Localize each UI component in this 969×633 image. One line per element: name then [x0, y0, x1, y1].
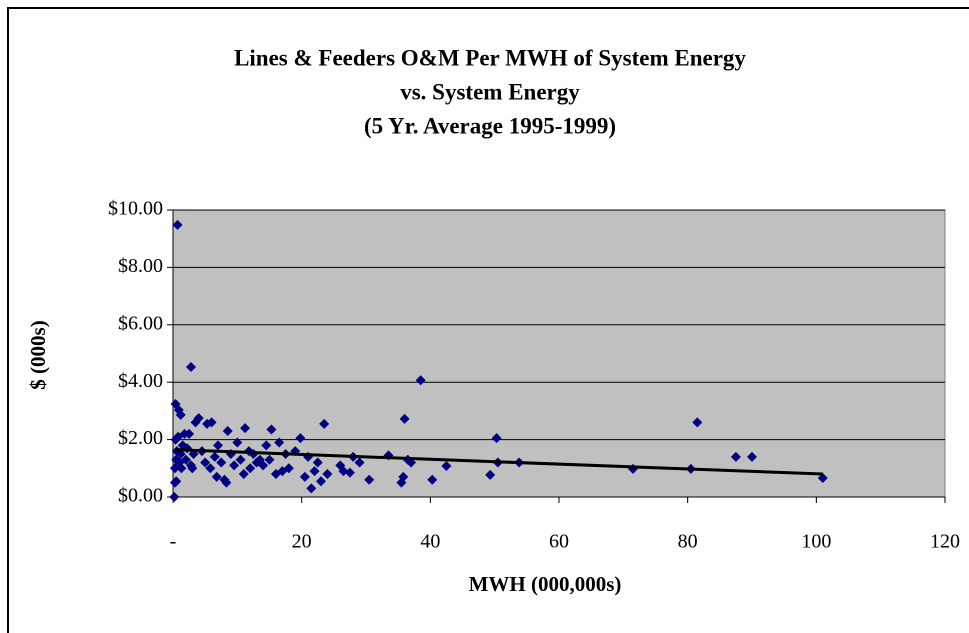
data-point: [169, 492, 180, 502]
data-point: [245, 463, 256, 474]
x-tick-label: 40: [420, 531, 440, 553]
data-point: [216, 457, 227, 468]
data-point: [200, 457, 211, 468]
data-point: [221, 477, 232, 488]
data-point: [322, 469, 333, 480]
data-point: [229, 460, 240, 471]
x-tick-label: 60: [549, 531, 569, 553]
y-tick-label: $4.00: [118, 370, 163, 392]
y-tick-label: $6.00: [118, 312, 163, 334]
y-tick-label: $0.00: [118, 485, 163, 507]
data-point: [222, 425, 233, 436]
data-point: [206, 417, 217, 428]
data-point: [176, 463, 187, 474]
data-point: [315, 476, 326, 487]
data-point: [240, 423, 251, 434]
chart-title: (5 Yr. Average 1995-1999): [364, 113, 616, 138]
x-tick-label: 120: [930, 531, 960, 553]
chart-title: vs. System Energy: [400, 79, 580, 104]
data-point: [747, 451, 757, 462]
data-point: [309, 466, 320, 477]
y-tick-label: $8.00: [118, 255, 163, 277]
data-point: [186, 361, 197, 372]
data-point: [193, 413, 204, 424]
data-point: [184, 428, 195, 439]
data-point: [169, 463, 180, 474]
data-point: [491, 433, 502, 444]
data-point: [306, 483, 317, 494]
data-point: [441, 461, 452, 472]
x-axis-title: MWH (000,000s): [469, 572, 622, 596]
data-point: [399, 413, 410, 424]
data-point: [258, 460, 269, 471]
y-axis-title: $ (000s): [26, 320, 50, 389]
data-point: [299, 471, 310, 482]
data-point: [415, 375, 426, 386]
data-point: [213, 440, 224, 451]
trendline: [174, 448, 823, 476]
data-point: [692, 417, 703, 428]
data-point: [238, 469, 249, 480]
data-point: [398, 471, 409, 482]
data-point: [232, 437, 243, 448]
data-point: [730, 451, 741, 462]
x-tick-label: 80: [678, 531, 698, 553]
data-point: [319, 418, 330, 429]
data-point: [427, 474, 438, 485]
data-point: [354, 457, 365, 468]
data-point: [180, 454, 191, 465]
data-point: [817, 473, 828, 484]
data-point: [283, 463, 294, 474]
data-point: [171, 476, 182, 487]
x-tick-label: 20: [292, 531, 312, 553]
data-point: [295, 433, 306, 444]
data-point: [175, 409, 186, 420]
y-tick-label: $2.00: [118, 427, 163, 449]
data-point: [264, 454, 275, 465]
data-point: [364, 474, 375, 485]
data-point: [344, 467, 355, 478]
data-point: [312, 457, 323, 468]
data-point: [205, 463, 216, 474]
data-point: [261, 440, 272, 451]
data-point: [235, 454, 246, 465]
data-point: [187, 463, 198, 474]
data-point: [211, 471, 222, 482]
data-point: [274, 437, 285, 448]
plot-area: [172, 209, 946, 498]
chart-title: Lines & Feeders O&M Per MWH of System En…: [234, 45, 746, 70]
data-point: [266, 424, 277, 435]
data-point: [209, 451, 220, 462]
x-tick-label: -: [170, 531, 177, 553]
y-tick-label: $10.00: [108, 198, 163, 220]
x-tick-label: 100: [801, 531, 831, 553]
data-point: [485, 469, 496, 480]
data-point: [172, 219, 183, 230]
